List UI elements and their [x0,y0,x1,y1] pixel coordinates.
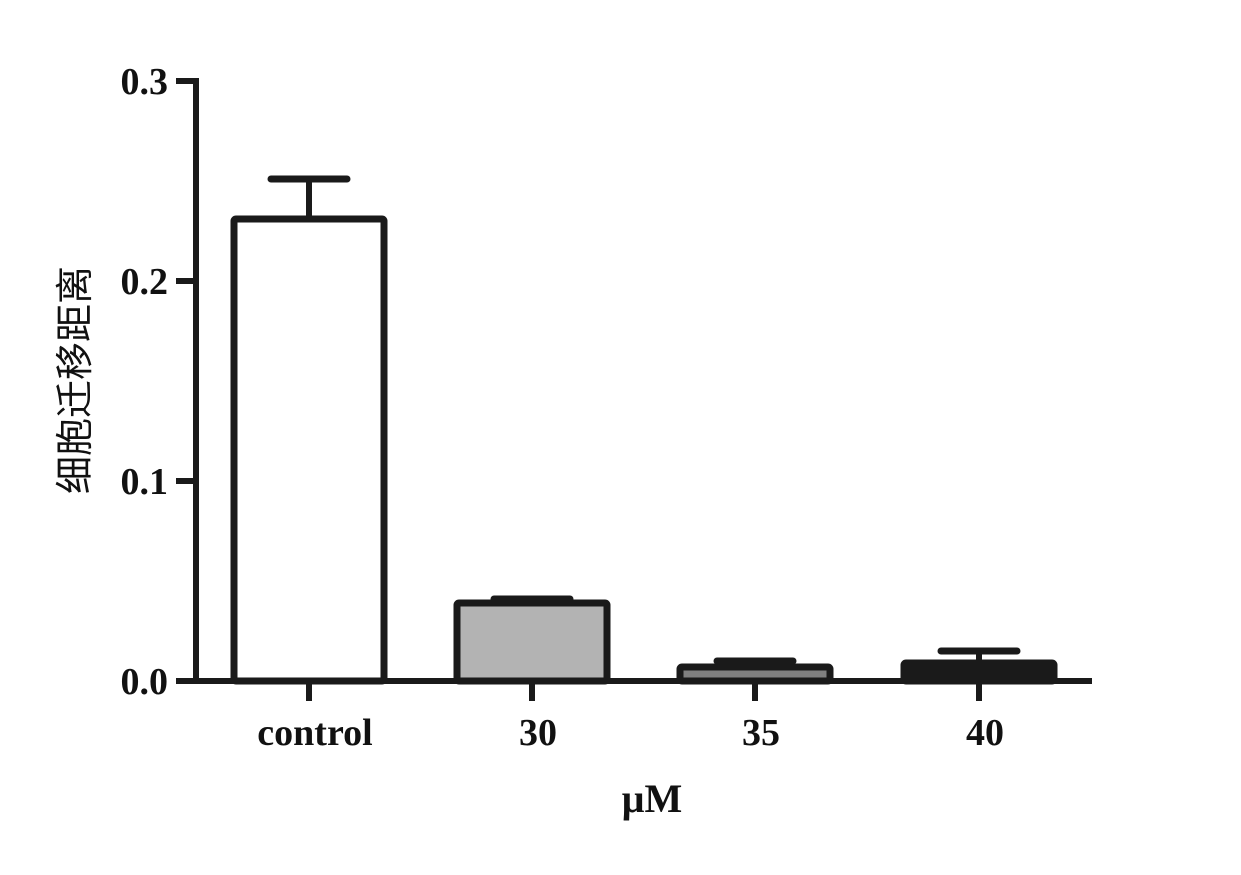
y-tick-label: 0.2 [121,261,169,303]
x-ticks-layer: control 30 35 40 [257,681,1004,754]
x-tick-label: control [257,712,372,754]
axes-layer [193,78,1092,684]
x-tick-label: 30 [519,712,557,754]
y-ticks-layer: 0.0 0.1 0.2 0.3 [121,61,196,703]
bars-layer [230,215,1058,685]
y-tick-label: 0.3 [121,61,169,103]
bar-control [230,215,388,685]
y-tick-label: 0.0 [121,661,169,703]
x-tick-label: 35 [742,712,780,754]
bar-30 [453,599,611,685]
error-bars-layer [267,175,1021,667]
y-axis-title: 细胞迁移距离 [53,266,97,494]
x-axis-title: μM [622,776,682,821]
y-tick-label: 0.1 [121,461,169,503]
x-tick-label: 40 [966,712,1004,754]
